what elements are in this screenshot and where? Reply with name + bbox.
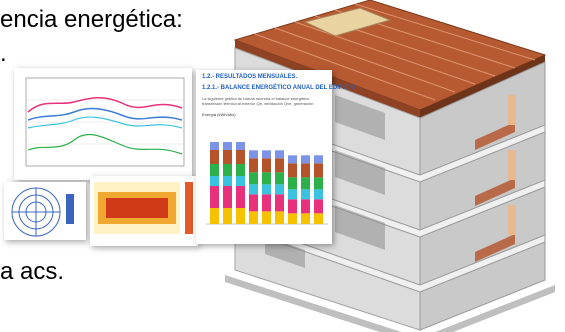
bar-segment bbox=[301, 155, 310, 164]
doc-chart-title: Energía (kWh/año) bbox=[202, 112, 236, 117]
bar-segment bbox=[210, 150, 219, 164]
bar-segment bbox=[301, 163, 310, 178]
bar-segment bbox=[223, 176, 232, 186]
bar-segment bbox=[301, 199, 310, 214]
bar-segment bbox=[314, 199, 323, 214]
temperature-chart-card bbox=[14, 68, 192, 180]
bar-segment bbox=[288, 199, 297, 214]
bar-segment bbox=[275, 194, 284, 212]
bar-segment bbox=[249, 211, 258, 224]
roof-edge-right bbox=[420, 55, 545, 118]
bar-segment bbox=[236, 186, 245, 208]
bar-segment bbox=[275, 211, 284, 224]
bar-segment bbox=[314, 163, 323, 178]
doc-heading-2: 1.2.1.- BALANCE ENERGÉTICO ANUAL DEL EDI… bbox=[202, 85, 357, 91]
bar-segment bbox=[275, 172, 284, 185]
series-green bbox=[27, 133, 183, 155]
heatmap bbox=[94, 182, 193, 234]
bar-segment bbox=[288, 177, 297, 190]
bar-segment bbox=[301, 189, 310, 200]
bar-segment bbox=[210, 164, 219, 176]
series-blue bbox=[27, 107, 183, 121]
bar-segment bbox=[210, 208, 219, 224]
bar-segment bbox=[301, 177, 310, 190]
bar-segment bbox=[275, 158, 284, 173]
bar-segment bbox=[288, 163, 297, 178]
bar-segment bbox=[210, 176, 219, 186]
bar-segment bbox=[288, 189, 297, 200]
bar-segment bbox=[249, 172, 258, 185]
heatmap-card bbox=[90, 176, 198, 246]
bar-segment bbox=[236, 150, 245, 164]
columns bbox=[508, 95, 516, 235]
series-red bbox=[27, 97, 183, 113]
bar-segment bbox=[262, 158, 271, 173]
doc-heading-1: 1.2.- RESULTADOS MENSUALES. bbox=[202, 74, 298, 80]
bar-segment bbox=[262, 172, 271, 185]
bar-segment bbox=[210, 142, 219, 150]
bar-segment bbox=[249, 158, 258, 173]
bar-segment bbox=[236, 208, 245, 224]
bar-segment bbox=[249, 194, 258, 212]
bar-segment bbox=[262, 150, 271, 159]
bar-segment bbox=[236, 142, 245, 150]
bar-segment bbox=[288, 155, 297, 164]
slide-text-line-3: a acs. bbox=[0, 258, 65, 285]
temperature-chart bbox=[25, 77, 185, 167]
skylight bbox=[303, 7, 392, 37]
bar-segment bbox=[301, 213, 310, 224]
base-slab bbox=[225, 275, 555, 332]
slide-text-line-2: . bbox=[0, 40, 7, 67]
doc-bar-chart bbox=[206, 142, 328, 225]
doc-body: La siguiente gráfica de barras muestra e… bbox=[202, 96, 314, 106]
bar-segment bbox=[236, 176, 245, 186]
bar-segment bbox=[223, 164, 232, 176]
bar-segment bbox=[314, 189, 323, 200]
bar-segment bbox=[262, 184, 271, 195]
bar-segment bbox=[275, 150, 284, 159]
balconies bbox=[475, 122, 515, 262]
slide-text-line-1: encia energética: bbox=[0, 6, 183, 33]
radial-chart-card bbox=[4, 182, 86, 240]
radial-chart bbox=[11, 187, 74, 237]
bar-segment bbox=[314, 177, 323, 190]
bar-segment bbox=[249, 150, 258, 159]
bar-segment bbox=[223, 208, 232, 224]
bar-segment bbox=[314, 155, 323, 164]
bar-segment bbox=[210, 186, 219, 208]
series-cyan bbox=[27, 116, 183, 129]
bar-segment bbox=[275, 184, 284, 195]
bar-segment bbox=[262, 211, 271, 224]
bar-segment bbox=[288, 213, 297, 224]
bar-segment bbox=[249, 184, 258, 195]
bar-segment bbox=[223, 142, 232, 150]
bar-segment bbox=[223, 150, 232, 164]
bar-segment bbox=[262, 194, 271, 212]
bar-segment bbox=[236, 164, 245, 176]
bar-segment bbox=[314, 213, 323, 224]
document-card: 1.2.- RESULTADOS MENSUALES. 1.2.1.- BALA… bbox=[196, 70, 357, 244]
bar-segment bbox=[223, 186, 232, 208]
